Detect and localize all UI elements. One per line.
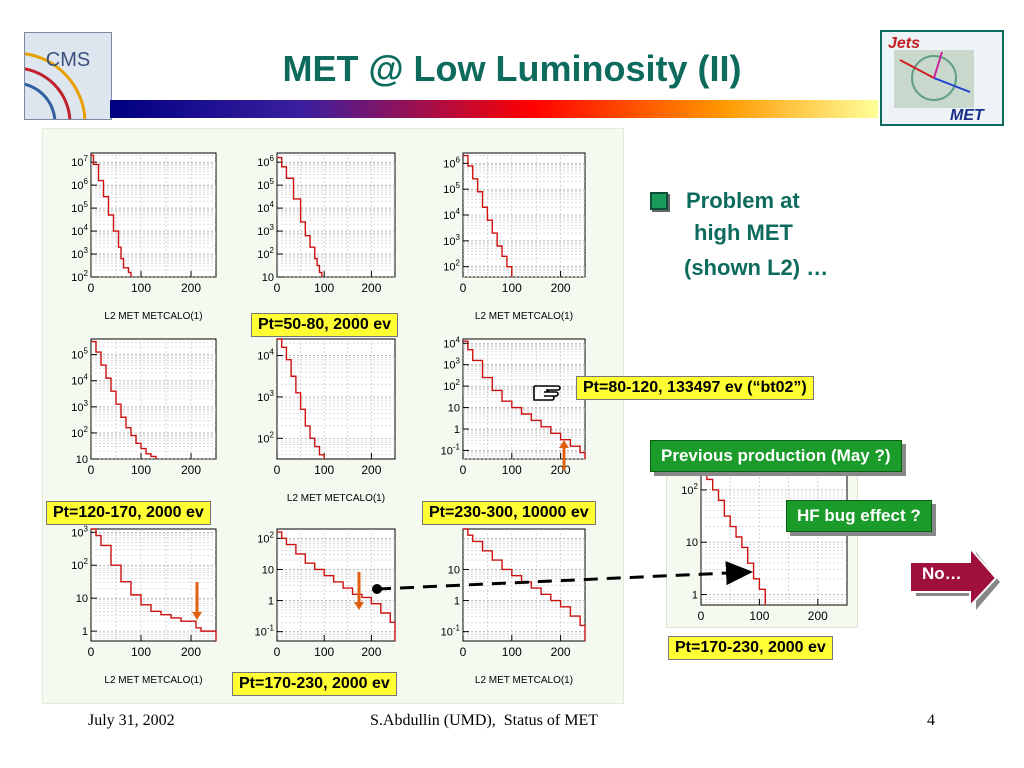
plot-grid-panel: 102 103 104 105 106 107 0 100 200 L2 MET METCALO(… — [42, 128, 624, 704]
jets-logo-text: Jets — [888, 35, 920, 52]
plot-frame — [276, 338, 396, 460]
x-axis-label: L2 MET METCALO(1) — [287, 493, 385, 504]
y-tick-label: 1 — [454, 596, 460, 608]
dashed-comparison-arrow — [376, 561, 753, 591]
no-arrow-button[interactable]: No… — [908, 545, 1002, 612]
label-pt-50-80: Pt=50-80, 2000 ev — [251, 313, 398, 337]
arrow-start-dot — [372, 584, 382, 594]
x-axis-label: L2 MET METCALO(1) — [475, 675, 573, 686]
cms-logo-text: CMS — [46, 49, 90, 71]
x-tick-label: 0 — [274, 281, 281, 295]
no-button-label: No… — [922, 564, 962, 583]
title-gradient-bar — [110, 100, 878, 118]
x-tick-label: 100 — [131, 463, 151, 477]
x-tick-label: 100 — [502, 463, 522, 477]
y-tick-label: 10 — [76, 454, 88, 466]
histogram-curve — [277, 338, 325, 459]
x-axis-label: L2 MET METCALO(1) — [475, 311, 573, 322]
jets-met-logo: Jets MET — [880, 30, 1004, 126]
x-tick-label: 0 — [88, 645, 95, 659]
x-tick-label: 0 — [460, 645, 467, 659]
x-axis-label: L2 MET METCALO(1) — [104, 675, 202, 686]
label-pt-230-300: Pt=230-300, 10000 ev — [422, 501, 596, 525]
footer-page-number: 4 — [927, 712, 935, 729]
y-tick-label: 1 — [454, 424, 460, 436]
slide-title: MET @ Low Luminosity (II) — [282, 48, 742, 89]
x-tick-label: 0 — [274, 463, 281, 477]
bullet-square-icon — [650, 192, 668, 210]
x-tick-label: 200 — [808, 609, 828, 623]
x-tick-label: 200 — [181, 281, 201, 295]
x-tick-label: 0 — [460, 463, 467, 477]
histogram-curve — [91, 154, 132, 277]
histogram-curve — [277, 531, 396, 641]
hf-bug-callout: HF bug effect ? — [786, 500, 932, 532]
x-tick-label: 200 — [361, 463, 381, 477]
histogram-curve — [463, 340, 586, 459]
x-tick-label: 100 — [131, 281, 151, 295]
label-pt-170-230-right: Pt=170-230, 2000 ev — [668, 636, 833, 660]
y-tick-label: 1 — [82, 626, 88, 638]
x-tick-label: 0 — [698, 609, 705, 623]
plot-frame — [276, 152, 396, 278]
label-pt-120-170: Pt=120-170, 2000 ev — [46, 501, 211, 525]
y-tick-label: 10 — [448, 564, 460, 576]
x-tick-label: 0 — [88, 463, 95, 477]
y-tick-label: 10 — [448, 403, 460, 415]
footer-date: July 31, 2002 — [88, 712, 175, 729]
histogram-curve — [277, 156, 323, 277]
met-logo-text: MET — [950, 107, 985, 124]
x-tick-label: 100 — [502, 281, 522, 295]
y-tick-label: 10 — [686, 537, 698, 549]
pointing-hand-icon — [532, 378, 562, 404]
y-tick-label: 10 — [76, 593, 88, 605]
x-axis-label: L2 MET METCALO(1) — [104, 311, 202, 322]
bullet-text-line3: (shown L2) … — [684, 255, 829, 280]
x-tick-label: 200 — [361, 645, 381, 659]
y-tick-label: 10 — [262, 272, 274, 284]
x-tick-label: 0 — [460, 281, 467, 295]
bullet-text-line2: high MET — [694, 220, 793, 245]
x-tick-label: 100 — [502, 645, 522, 659]
x-tick-label: 200 — [551, 281, 571, 295]
x-tick-label: 100 — [749, 609, 769, 623]
previous-production-callout: Previous production (May ?) — [650, 440, 902, 472]
histogram-curve — [91, 340, 157, 459]
histogram-curve — [701, 468, 766, 605]
x-tick-label: 100 — [314, 463, 334, 477]
x-tick-label: 100 — [131, 645, 151, 659]
histogram-curve — [463, 154, 513, 277]
bullet-text-line1: Problem at — [686, 188, 800, 213]
x-tick-label: 0 — [88, 281, 95, 295]
y-tick-label: 10 — [262, 564, 274, 576]
cms-logo: CMS — [24, 32, 112, 120]
x-tick-label: 0 — [274, 645, 281, 659]
footer-center: S.Abdullin (UMD), Status of MET — [370, 712, 598, 729]
x-tick-label: 200 — [551, 645, 571, 659]
y-tick-label: 1 — [268, 596, 274, 608]
label-pt-170-230-left: Pt=170-230, 2000 ev — [232, 672, 397, 696]
label-pt-80-120: Pt=80-120, 133497 ev (“bt02”) — [576, 376, 814, 400]
x-tick-label: 100 — [314, 645, 334, 659]
x-tick-label: 100 — [314, 281, 334, 295]
histogram-curve — [91, 528, 217, 641]
x-tick-label: 200 — [181, 463, 201, 477]
x-tick-label: 200 — [551, 463, 571, 477]
x-tick-label: 200 — [361, 281, 381, 295]
plot-frame — [90, 528, 217, 642]
y-tick-label: 1 — [692, 590, 698, 602]
plot-frame — [700, 468, 848, 606]
plot-frame — [462, 338, 586, 460]
x-tick-label: 200 — [181, 645, 201, 659]
